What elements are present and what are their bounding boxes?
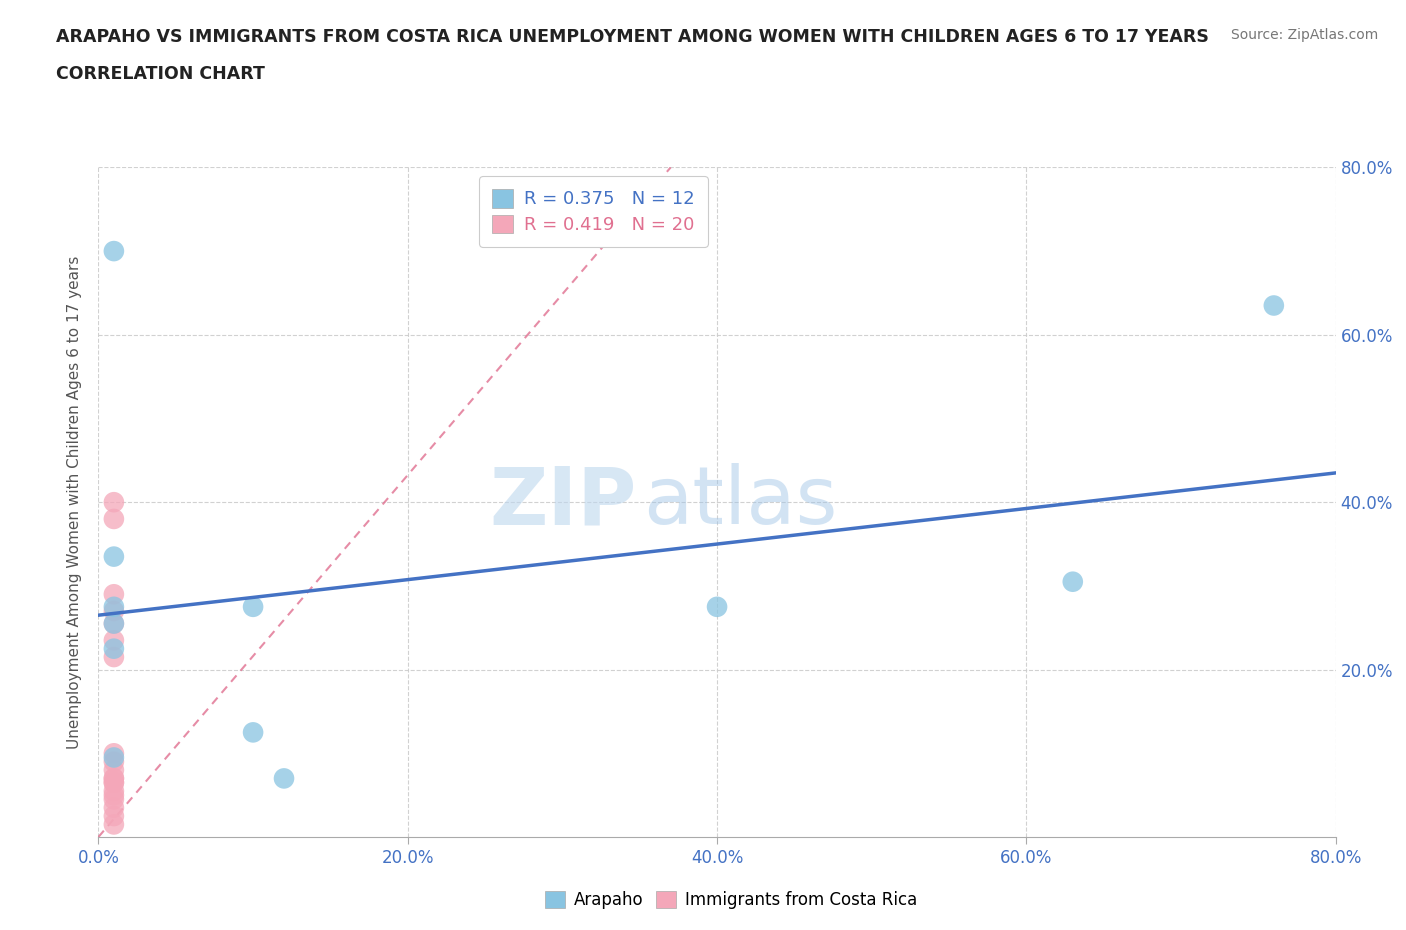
- Point: [1263, 299, 1285, 313]
- Point: [103, 754, 125, 769]
- Text: CORRELATION CHART: CORRELATION CHART: [56, 65, 266, 83]
- Y-axis label: Unemployment Among Women with Children Ages 6 to 17 years: Unemployment Among Women with Children A…: [67, 256, 83, 749]
- Point: [103, 604, 125, 618]
- Legend: R = 0.375   N = 12, R = 0.419   N = 20: R = 0.375 N = 12, R = 0.419 N = 20: [479, 177, 707, 246]
- Point: [103, 587, 125, 602]
- Text: ZIP: ZIP: [489, 463, 637, 541]
- Point: [103, 750, 125, 764]
- Point: [103, 617, 125, 631]
- Point: [103, 817, 125, 832]
- Point: [273, 771, 295, 786]
- Point: [242, 600, 264, 615]
- Point: [103, 763, 125, 777]
- Point: [103, 776, 125, 790]
- Point: [1062, 575, 1084, 590]
- Point: [103, 495, 125, 510]
- Legend: Arapaho, Immigrants from Costa Rica: Arapaho, Immigrants from Costa Rica: [537, 883, 925, 917]
- Text: Source: ZipAtlas.com: Source: ZipAtlas.com: [1230, 28, 1378, 42]
- Text: atlas: atlas: [643, 463, 837, 541]
- Text: ARAPAHO VS IMMIGRANTS FROM COSTA RICA UNEMPLOYMENT AMONG WOMEN WITH CHILDREN AGE: ARAPAHO VS IMMIGRANTS FROM COSTA RICA UN…: [56, 28, 1209, 46]
- Point: [706, 600, 728, 615]
- Point: [103, 771, 125, 786]
- Point: [103, 800, 125, 815]
- Point: [242, 725, 264, 740]
- Point: [103, 642, 125, 657]
- Point: [103, 650, 125, 665]
- Point: [103, 783, 125, 798]
- Point: [103, 244, 125, 259]
- Point: [103, 809, 125, 824]
- Point: [103, 549, 125, 564]
- Point: [103, 746, 125, 761]
- Point: [103, 788, 125, 803]
- Point: [103, 617, 125, 631]
- Point: [103, 776, 125, 790]
- Point: [103, 512, 125, 526]
- Point: [103, 633, 125, 648]
- Point: [103, 600, 125, 615]
- Point: [103, 792, 125, 807]
- Point: [103, 771, 125, 786]
